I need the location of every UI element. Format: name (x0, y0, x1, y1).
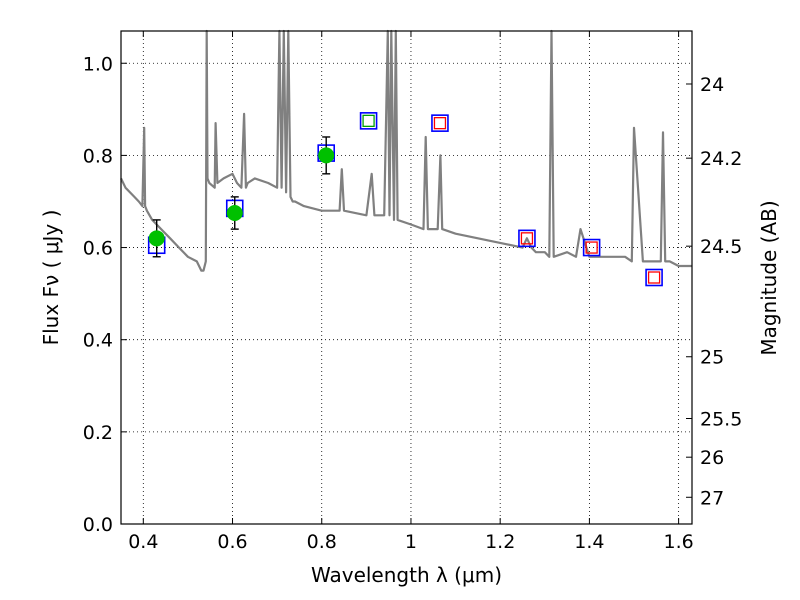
x-tick-label: 1.6 (664, 531, 694, 553)
y2-tick-label: 25 (700, 347, 724, 369)
model-square-blue (582, 238, 601, 257)
x-tick-label: 0.4 (128, 531, 158, 553)
observed-point (148, 230, 165, 247)
x-tick-label: 0.6 (217, 531, 247, 553)
x-axis-label: Wavelength λ (μm) (311, 563, 502, 587)
observed-point (318, 147, 335, 164)
x-tick-label: 1 (405, 531, 417, 553)
model-square-inner (520, 232, 534, 245)
model-square-blue (518, 229, 536, 248)
y-tick-label: 0.4 (83, 330, 113, 352)
data-points (147, 112, 663, 287)
y-tick-label: 0.6 (83, 238, 113, 260)
y2-tick-label: 27 (700, 487, 724, 509)
model-spectrum (120, 29, 692, 272)
x-tick-label: 1.2 (485, 531, 515, 553)
plot-frame (120, 30, 693, 525)
y-tick-label: 0.8 (83, 145, 113, 167)
axis-ticks: 0.4 0.6 0.8 1 1.2 1.4 1.6 0.0 0.2 0.4 0.6 0.8 1.0 24 2… (83, 31, 742, 553)
observed-point (226, 204, 243, 221)
model-square-blue (431, 114, 449, 132)
y2-tick-label: 24.5 (700, 236, 742, 258)
model-square-blue (359, 112, 378, 130)
spectrum-line (120, 29, 692, 272)
y2-tick-label: 24.2 (700, 148, 742, 170)
model-square-inner (647, 271, 661, 284)
model-square-inner (585, 241, 598, 254)
y2-tick-label: 25.5 (700, 408, 742, 430)
y-tick-label: 0.2 (83, 422, 113, 444)
model-square-inner (433, 116, 447, 130)
y2-tick-label: 26 (700, 447, 724, 469)
model-square-inner (362, 114, 375, 127)
y2-tick-label: 24 (700, 74, 724, 96)
x-tick-label: 1.4 (574, 531, 604, 553)
x-tick-label: 0.8 (307, 531, 337, 553)
y-tick-label: 1.0 (83, 53, 113, 75)
y-axis-label: Flux Fν ( μJy ) (39, 210, 63, 346)
y2-axis-label: Magnitude (AB) (757, 200, 781, 355)
y-tick-label: 0.0 (83, 514, 113, 536)
model-square-blue (645, 268, 663, 287)
